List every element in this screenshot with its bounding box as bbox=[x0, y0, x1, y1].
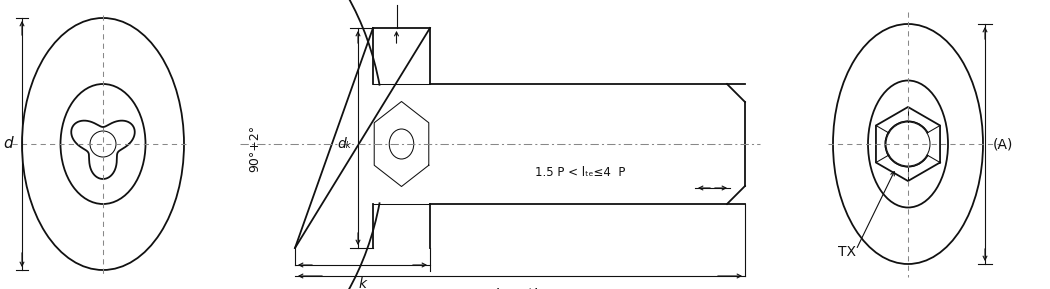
Text: TX: TX bbox=[838, 245, 856, 259]
Text: d: d bbox=[3, 136, 13, 151]
Text: k: k bbox=[358, 277, 366, 289]
Text: (A): (A) bbox=[993, 137, 1013, 151]
Text: length: length bbox=[496, 288, 544, 289]
Text: 1.5 P < lₜₑ≤4  P: 1.5 P < lₜₑ≤4 P bbox=[534, 166, 625, 179]
Text: 90°+2°: 90°+2° bbox=[249, 125, 261, 172]
Text: dₖ: dₖ bbox=[337, 137, 352, 151]
